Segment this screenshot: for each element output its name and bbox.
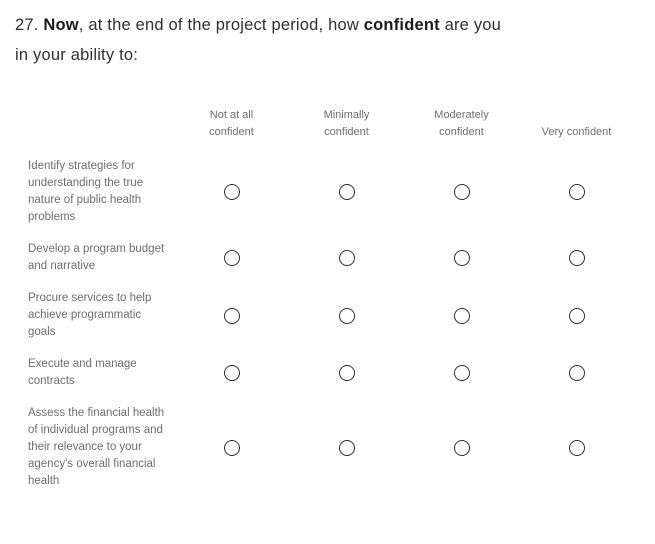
radio-identify-strategies-moderately[interactable] [453,184,470,200]
radio-cell [289,365,404,381]
radio-cell [404,439,519,456]
column-header-label: Minimally confident [323,109,370,138]
matrix-header-row: Not at all confident Minimally confident… [28,96,655,140]
radio-cell [404,184,519,200]
matrix-row-assess-financial-health: Assess the financial health of individua… [28,405,655,490]
radio-cell [519,184,634,200]
header-label-spacer [28,96,174,140]
matrix-row-execute-contracts: Execute and manage contracts [28,356,655,390]
radio-assess-financial-health-moderately[interactable] [453,439,470,456]
radio-cell [174,439,289,456]
question-number: 27. [15,16,44,34]
question-bold-now: Now [43,16,79,34]
radio-cell [174,184,289,200]
radio-assess-financial-health-not-at-all[interactable] [223,439,240,456]
radio-cell [174,250,289,266]
radio-cell [519,365,634,381]
radio-develop-budget-moderately[interactable] [453,250,470,266]
radio-procure-services-not-at-all[interactable] [223,307,240,324]
radio-cell [404,250,519,266]
radio-execute-contracts-not-at-all[interactable] [223,365,240,381]
radio-develop-budget-not-at-all[interactable] [223,250,240,266]
radio-cell [519,250,634,266]
row-label: Execute and manage contracts [28,358,137,387]
radio-cell [289,250,404,266]
column-header-label: Moderately confident [434,109,489,138]
radio-execute-contracts-moderately[interactable] [453,365,470,381]
column-header-moderately: Moderately confident [404,96,519,140]
radio-cell [519,307,634,324]
radio-cell [289,307,404,324]
question-line2: in your ability to: [15,46,139,64]
radio-assess-financial-health-very[interactable] [568,439,585,456]
survey-question-page: 27. Now, at the end of the project perio… [0,10,655,544]
question-text-mid: , at the end of the project period, how [78,16,364,34]
radio-cell [404,365,519,381]
radio-procure-services-minimally[interactable] [338,307,355,324]
radio-procure-services-moderately[interactable] [453,307,470,324]
radio-develop-budget-very[interactable] [568,250,585,266]
question-bold-confident: confident [363,16,440,34]
question-text-end: are you [439,16,502,34]
row-label: Procure services to help achieve program… [28,292,152,338]
row-label: Identify strategies for understanding th… [28,160,144,223]
radio-execute-contracts-minimally[interactable] [338,365,355,381]
matrix-row-develop-budget: Develop a program budget and narrative [28,241,655,275]
radio-identify-strategies-not-at-all[interactable] [223,184,240,200]
radio-cell [174,307,289,324]
matrix-row-procure-services: Procure services to help achieve program… [28,290,655,341]
radio-procure-services-very[interactable] [568,307,585,324]
radio-cell [289,184,404,200]
radio-develop-budget-minimally[interactable] [338,250,355,266]
column-header-label: Not at all confident [209,109,254,138]
radio-cell [289,439,404,456]
column-header-not-at-all: Not at all confident [174,96,289,140]
radio-identify-strategies-very[interactable] [568,184,585,200]
radio-cell [404,307,519,324]
row-label: Develop a program budget and narrative [28,243,165,272]
confidence-matrix: Not at all confident Minimally confident… [28,96,655,490]
question-title: 27. Now, at the end of the project perio… [15,10,639,70]
column-header-very: Very confident [519,96,634,140]
radio-cell [519,439,634,456]
row-label: Assess the financial health of individua… [28,407,165,487]
radio-identify-strategies-minimally[interactable] [338,184,355,200]
radio-execute-contracts-very[interactable] [568,365,585,381]
matrix-row-identify-strategies: Identify strategies for understanding th… [28,158,655,226]
radio-assess-financial-health-minimally[interactable] [338,439,355,456]
radio-cell [174,365,289,381]
column-header-minimally: Minimally confident [289,96,404,140]
column-header-label: Very confident [541,125,612,138]
